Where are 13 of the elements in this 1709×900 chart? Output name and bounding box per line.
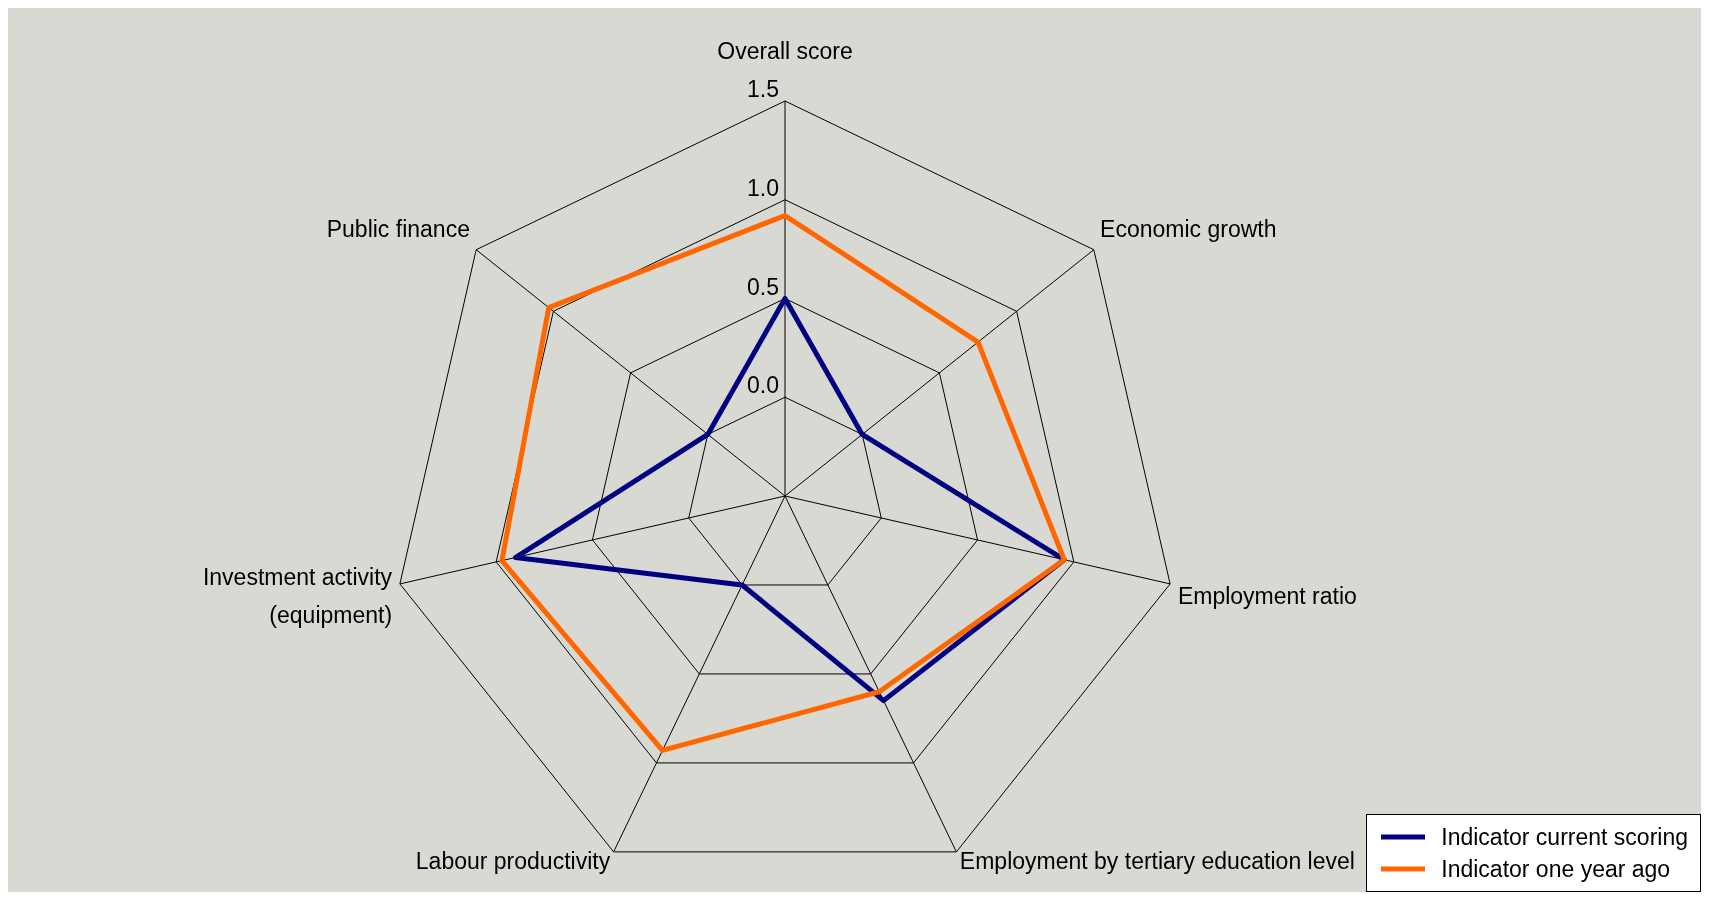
y-tick-label: 0.0	[747, 372, 779, 399]
spoke-label: Public finance	[326, 215, 470, 242]
spoke-label: Employment ratio	[1177, 582, 1357, 609]
spoke-label: Economic growth	[1100, 215, 1277, 242]
y-tick-label: 0.5	[747, 273, 779, 300]
legend-label: Indicator one year ago	[1441, 855, 1671, 884]
y-tick-label: 1.5	[747, 76, 779, 102]
spoke-label: Labour productivity	[415, 848, 611, 875]
spoke-label: Overall score	[717, 38, 853, 64]
spoke-label: Investment activity (equipment)	[202, 563, 393, 628]
spoke-label: Employment by tertiary education level	[959, 848, 1355, 875]
y-tick-label: 1.0	[747, 174, 779, 201]
legend-label: Indicator current scoring	[1441, 823, 1688, 852]
